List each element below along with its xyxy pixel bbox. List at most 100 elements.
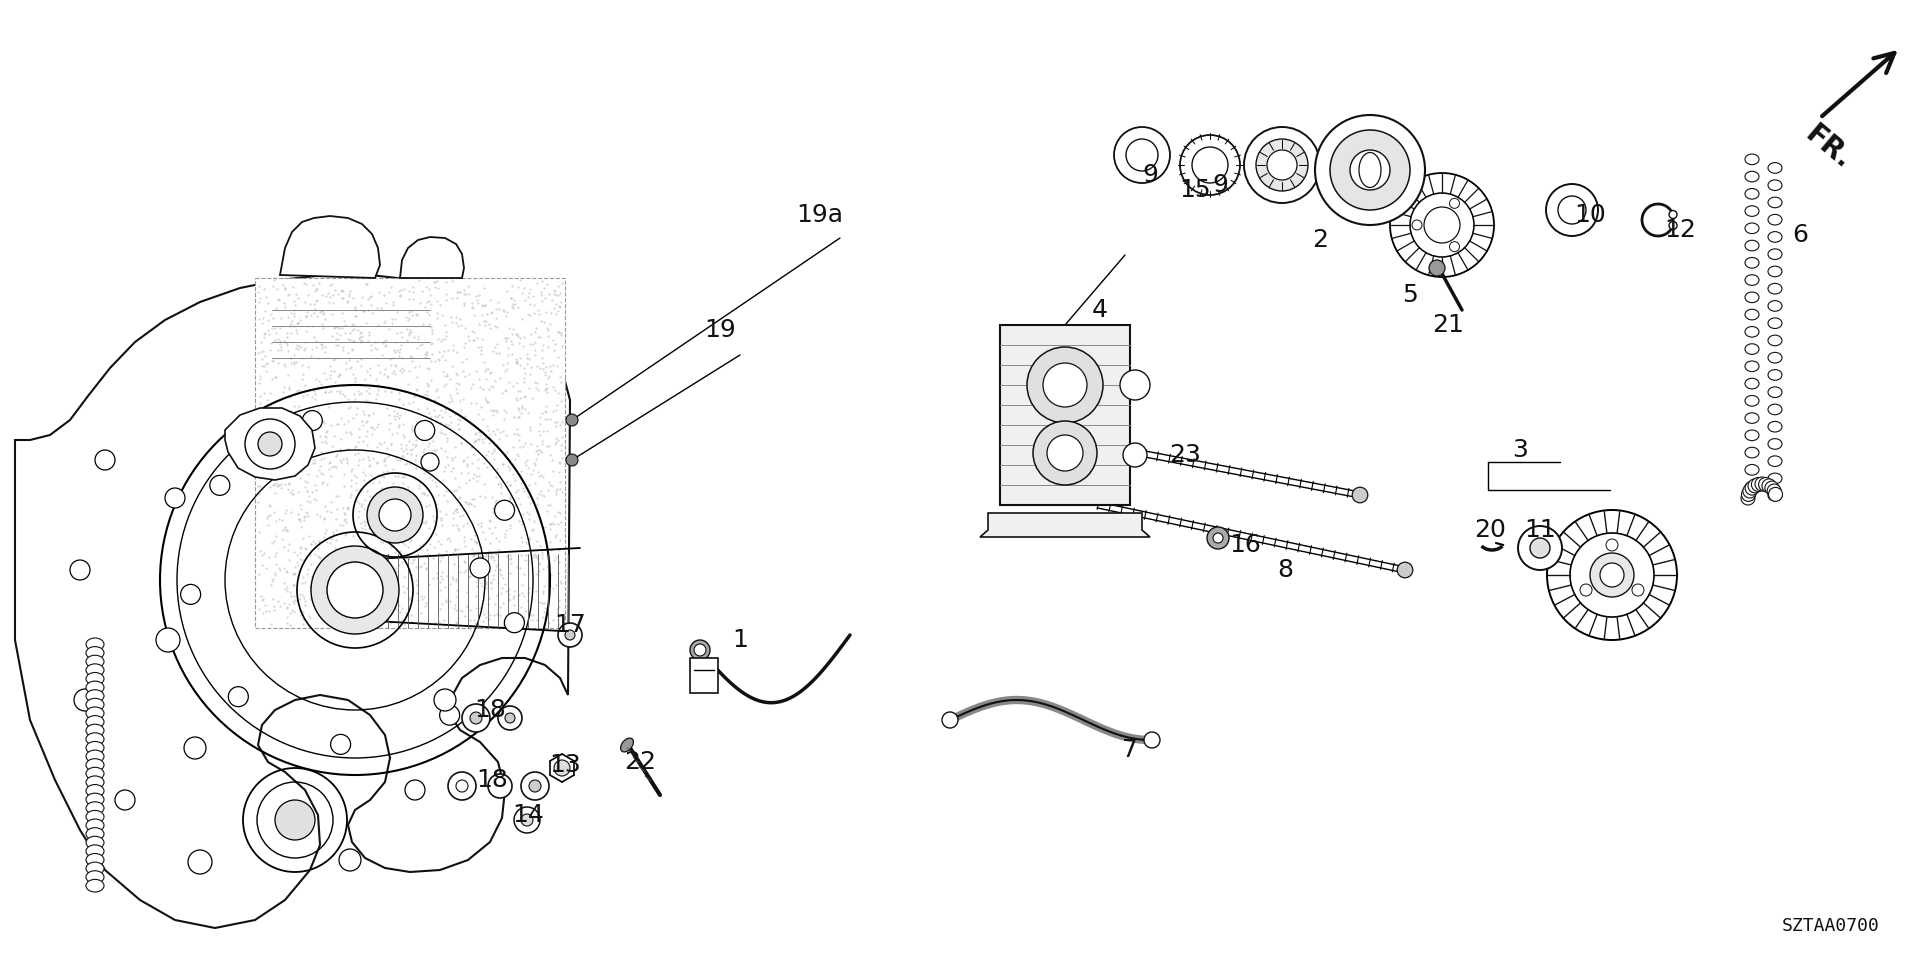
- Ellipse shape: [1768, 473, 1782, 484]
- Polygon shape: [399, 237, 465, 278]
- Ellipse shape: [1768, 197, 1782, 207]
- Circle shape: [693, 644, 707, 656]
- Circle shape: [1546, 184, 1597, 236]
- Circle shape: [1027, 347, 1102, 423]
- Circle shape: [1557, 196, 1586, 224]
- Ellipse shape: [86, 784, 104, 797]
- Circle shape: [405, 780, 424, 800]
- Ellipse shape: [86, 819, 104, 831]
- Circle shape: [1668, 222, 1676, 229]
- Circle shape: [689, 640, 710, 660]
- Circle shape: [566, 414, 578, 426]
- Circle shape: [447, 772, 476, 800]
- Ellipse shape: [1768, 266, 1782, 276]
- Circle shape: [1530, 538, 1549, 558]
- Ellipse shape: [620, 738, 634, 752]
- Text: 8: 8: [1277, 558, 1292, 582]
- Circle shape: [1398, 563, 1413, 578]
- Text: 23: 23: [1169, 443, 1200, 467]
- Text: 22: 22: [624, 750, 657, 774]
- Ellipse shape: [1745, 171, 1759, 181]
- Polygon shape: [979, 513, 1150, 537]
- Circle shape: [1119, 370, 1150, 400]
- Circle shape: [340, 849, 361, 871]
- Circle shape: [420, 453, 440, 471]
- Ellipse shape: [86, 732, 104, 746]
- Ellipse shape: [86, 853, 104, 866]
- Ellipse shape: [1745, 223, 1759, 233]
- Ellipse shape: [1745, 378, 1759, 389]
- Circle shape: [470, 558, 490, 578]
- Text: 3: 3: [1513, 438, 1528, 462]
- Circle shape: [1668, 210, 1676, 219]
- Polygon shape: [280, 216, 380, 278]
- Ellipse shape: [1745, 482, 1759, 492]
- Circle shape: [257, 432, 282, 456]
- Text: 18: 18: [476, 768, 509, 792]
- Ellipse shape: [86, 828, 104, 840]
- Circle shape: [943, 712, 958, 728]
- Ellipse shape: [1745, 154, 1759, 164]
- Circle shape: [555, 760, 570, 776]
- Ellipse shape: [1768, 456, 1782, 467]
- Circle shape: [1632, 584, 1644, 596]
- Circle shape: [188, 850, 211, 874]
- Ellipse shape: [1745, 430, 1759, 441]
- Polygon shape: [15, 275, 570, 928]
- Ellipse shape: [1745, 326, 1759, 337]
- Circle shape: [1331, 130, 1409, 210]
- Ellipse shape: [1768, 318, 1782, 328]
- Circle shape: [1590, 553, 1634, 597]
- Text: 13: 13: [549, 753, 582, 777]
- Circle shape: [1766, 484, 1782, 498]
- Circle shape: [1599, 563, 1624, 587]
- Ellipse shape: [1745, 344, 1759, 354]
- Text: 16: 16: [1229, 533, 1261, 557]
- Ellipse shape: [1768, 439, 1782, 449]
- Ellipse shape: [86, 741, 104, 754]
- Ellipse shape: [1768, 214, 1782, 225]
- Ellipse shape: [86, 879, 104, 892]
- Circle shape: [1123, 443, 1146, 467]
- Ellipse shape: [1768, 387, 1782, 397]
- Ellipse shape: [86, 836, 104, 849]
- Text: 12: 12: [1665, 218, 1695, 242]
- Text: 21: 21: [1432, 313, 1463, 337]
- Ellipse shape: [1768, 421, 1782, 432]
- Circle shape: [515, 807, 540, 833]
- Circle shape: [330, 734, 351, 755]
- Ellipse shape: [1745, 465, 1759, 475]
- Ellipse shape: [1745, 292, 1759, 302]
- Circle shape: [440, 706, 459, 725]
- Text: 15: 15: [1179, 178, 1212, 202]
- Ellipse shape: [86, 656, 104, 668]
- Circle shape: [1192, 147, 1229, 183]
- Circle shape: [228, 686, 248, 707]
- Circle shape: [184, 737, 205, 759]
- Circle shape: [434, 689, 457, 711]
- Ellipse shape: [1768, 491, 1782, 501]
- Ellipse shape: [1768, 231, 1782, 242]
- Ellipse shape: [1745, 309, 1759, 320]
- Circle shape: [1350, 150, 1390, 190]
- Circle shape: [505, 612, 524, 633]
- Text: 9: 9: [1142, 163, 1158, 187]
- Ellipse shape: [1768, 162, 1782, 173]
- Ellipse shape: [1768, 335, 1782, 346]
- Bar: [255, 278, 564, 628]
- Circle shape: [75, 689, 96, 711]
- Ellipse shape: [1745, 413, 1759, 423]
- Ellipse shape: [1768, 283, 1782, 294]
- Circle shape: [1580, 584, 1592, 596]
- Text: 20: 20: [1475, 518, 1505, 542]
- Ellipse shape: [86, 845, 104, 857]
- Ellipse shape: [86, 810, 104, 823]
- Circle shape: [1741, 491, 1755, 505]
- Circle shape: [1411, 220, 1423, 230]
- Ellipse shape: [86, 638, 104, 651]
- Circle shape: [1768, 488, 1782, 501]
- Text: 1: 1: [732, 628, 749, 652]
- Circle shape: [1043, 363, 1087, 407]
- Circle shape: [1755, 477, 1768, 491]
- Ellipse shape: [86, 750, 104, 762]
